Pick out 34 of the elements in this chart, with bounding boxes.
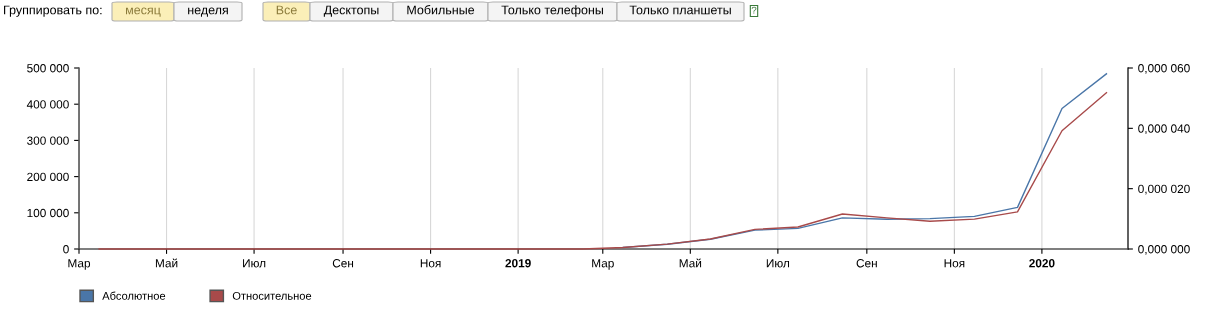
text: неделя bbox=[188, 7, 228, 17]
line-series bbox=[98, 92, 1108, 250]
text: Мобильные bbox=[407, 5, 475, 15]
text: Все bbox=[276, 5, 297, 15]
x-tick-label: Мар bbox=[68, 259, 91, 270]
text: Только телефоны bbox=[501, 5, 603, 17]
x-tick-label: Май bbox=[679, 258, 702, 268]
y-tick-label: 500 000 bbox=[27, 64, 69, 73]
x-tick-label: Мар bbox=[592, 259, 614, 270]
legend-label: Абсолютное bbox=[102, 291, 166, 300]
x-tick-label: 2020 bbox=[1029, 259, 1055, 268]
x-tick-label: Ноя bbox=[944, 259, 965, 268]
x-tick-label: Июл bbox=[766, 259, 790, 268]
y2-tick-label: 0,000 020 bbox=[1138, 184, 1190, 195]
text: ? bbox=[751, 6, 757, 14]
text: Только планшеты bbox=[629, 5, 731, 15]
x-tick-label: Сен bbox=[332, 259, 354, 268]
x-tick-label: Ноя bbox=[420, 259, 441, 268]
y-tick-label: 400 000 bbox=[26, 100, 69, 109]
y2-tick-label: 0,000 040 bbox=[1138, 124, 1190, 135]
x-tick-label: Сен bbox=[856, 259, 877, 268]
y2-tick-label: 0,000 060 bbox=[1138, 64, 1190, 74]
y-tick-label: 300 000 bbox=[27, 136, 69, 145]
y-tick-label: 200 000 bbox=[27, 172, 69, 181]
text: Десктопы bbox=[323, 5, 379, 17]
x-tick-label: Май bbox=[155, 258, 178, 268]
y-tick-label: 0 bbox=[63, 245, 69, 254]
x-tick-label: 2019 bbox=[505, 259, 531, 268]
x-tick-label: Июл bbox=[243, 259, 266, 268]
text: месяц bbox=[126, 7, 161, 17]
y2-tick-label: 0,000 000 bbox=[1138, 245, 1190, 255]
legend-label: Относительное bbox=[232, 291, 312, 300]
text: Группировать по: bbox=[4, 5, 102, 17]
y-tick-label: 100 000 bbox=[27, 208, 69, 218]
